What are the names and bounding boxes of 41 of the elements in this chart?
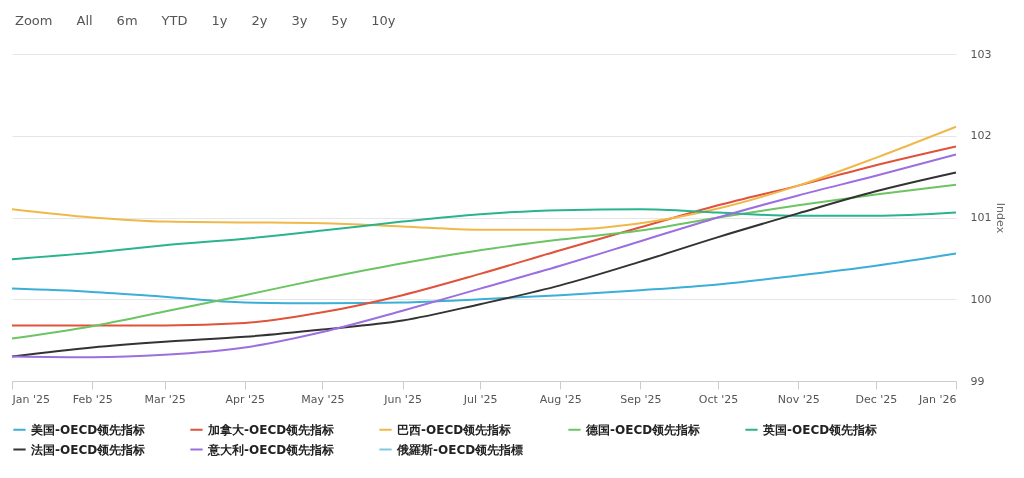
x-tick-label: Jun '25 — [383, 392, 422, 406]
text: YTD — [160, 11, 189, 30]
text: All — [75, 11, 94, 30]
legend-label: 加拿大-OECD领先指标 — [207, 422, 335, 437]
x-tick-label: Jan '25 — [11, 392, 50, 406]
text: Zoom — [14, 11, 54, 30]
line-series — [11, 183, 957, 340]
line-series — [11, 208, 957, 261]
text: 2y — [250, 11, 269, 30]
text: 6m — [115, 11, 139, 30]
text: 3y — [290, 11, 309, 30]
x-tick-label: Feb '25 — [72, 392, 113, 406]
legend-label: 法国-OECD领先指标 — [30, 442, 146, 457]
x-tick-label: Mar '25 — [144, 392, 186, 406]
legend-label: 德国-OECD领先指标 — [585, 422, 701, 437]
y-tick-label: 101 — [970, 211, 992, 224]
legend-label: 意大利-OECD领先指标 — [207, 442, 335, 457]
line-series — [11, 145, 957, 327]
legend-label: 巴西-OECD领先指标 — [397, 422, 512, 437]
y-tick-label: 103 — [970, 47, 992, 61]
x-tick-label: Nov '25 — [777, 392, 820, 406]
y-tick-label: 102 — [970, 129, 992, 143]
x-tick-label: Jan '26 — [918, 392, 957, 406]
y-tick-label: 99 — [970, 374, 985, 388]
legend-label: 英国-OECD领先指标 — [762, 422, 878, 437]
text: 1y — [210, 11, 229, 30]
legend-label: 美国-OECD领先指标 — [30, 422, 146, 437]
line-series — [11, 125, 957, 231]
x-tick-label: Oct '25 — [698, 392, 739, 406]
y-axis-title: Index — [994, 202, 1008, 234]
y-tick-label: 100 — [970, 292, 992, 306]
x-tick-label: Aug '25 — [539, 392, 582, 406]
text: 10y — [370, 11, 397, 30]
text: 5y — [330, 11, 349, 30]
x-tick-label: May '25 — [301, 392, 345, 406]
x-tick-label: Dec '25 — [855, 392, 898, 406]
x-tick-label: Apr '25 — [225, 392, 266, 406]
x-tick-label: Jul '25 — [462, 392, 498, 406]
line-series — [11, 252, 957, 305]
legend-label: 俄羅斯-OECD领先指標 — [396, 442, 524, 457]
x-tick-label: Sep '25 — [620, 392, 662, 406]
